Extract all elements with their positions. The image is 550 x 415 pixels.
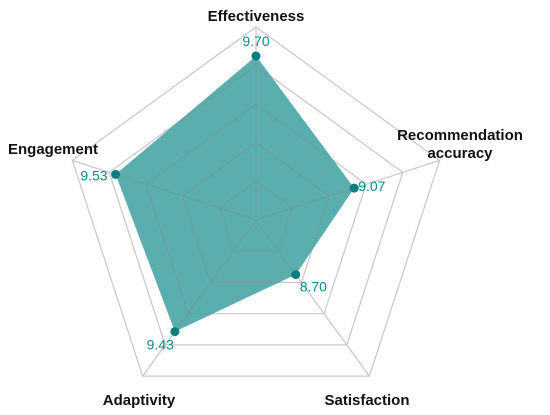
axis-label-line: Effectiveness xyxy=(208,8,305,25)
data-point-4 xyxy=(111,169,121,179)
value-label-4: 9.53 xyxy=(80,167,107,183)
axis-label-2: Satisfaction xyxy=(324,392,409,409)
axis-label-line: Engagement xyxy=(8,141,98,158)
inner-grid-spoke-3 xyxy=(142,219,257,332)
inner-grid-spoke-1 xyxy=(255,159,355,221)
axis-label-1: Recommendation accuracy xyxy=(397,127,523,162)
data-point-2 xyxy=(291,270,301,280)
axis-label-0: Effectiveness xyxy=(208,8,305,25)
data-markers xyxy=(111,51,359,337)
inner-grid-spoke-4 xyxy=(115,159,257,221)
value-label-2: 8.70 xyxy=(300,279,327,295)
value-label-3: 9.43 xyxy=(147,337,174,353)
axis-label-line: Recommendation xyxy=(397,127,523,144)
value-label-0: 9.70 xyxy=(242,33,269,49)
axis-label-4: Engagement xyxy=(8,141,98,158)
data-point-3 xyxy=(170,327,180,337)
axis-label-line: Adaptivity xyxy=(103,392,176,409)
axis-label-line: Satisfaction xyxy=(324,392,409,409)
inner-grid-ring-1 xyxy=(182,142,330,283)
inner-grid-ring-0 xyxy=(218,180,294,252)
axis-label-line: accuracy xyxy=(427,145,493,162)
axis-label-3: Adaptivity xyxy=(103,392,176,409)
data-point-0 xyxy=(251,51,261,61)
data-point-1 xyxy=(349,183,359,193)
value-label-1: 9.07 xyxy=(358,178,385,194)
grid-ring-3 xyxy=(108,64,404,346)
labels: 9.70 9.07 8.70 9.43 9.53 Effectiveness Recomme… xyxy=(8,8,523,409)
grid-ring-4 xyxy=(71,26,441,377)
